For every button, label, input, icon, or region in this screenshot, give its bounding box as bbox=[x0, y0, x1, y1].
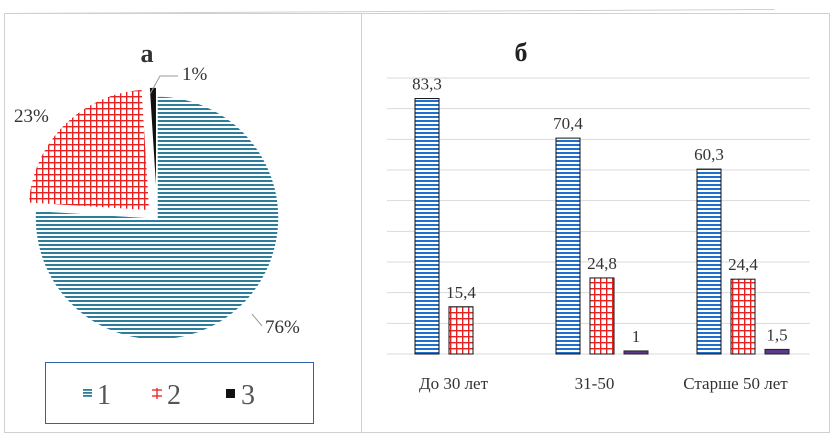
pie-legend: 1 2 3 bbox=[83, 380, 255, 411]
legend-label: 3 bbox=[241, 380, 255, 411]
bars bbox=[414, 98, 790, 355]
bar-data-label: 1,5 bbox=[766, 325, 787, 344]
pie-leader-line bbox=[251, 313, 263, 327]
x-tick-label: Старше 50 лет bbox=[683, 374, 788, 393]
pie-title: а bbox=[141, 39, 154, 68]
pie-chart: а 76% 23% 1% 1 2 3 bbox=[14, 39, 314, 424]
bar-title: б bbox=[515, 38, 528, 67]
bar-series-2 bbox=[589, 277, 615, 355]
bar-data-label: 24,8 bbox=[587, 254, 617, 273]
bar-series-1 bbox=[555, 137, 581, 355]
pie-value-label: 76% bbox=[265, 317, 300, 338]
bar-chart: б 83,3 15,4 70,4 24,8 1 60,3 24,4 1,5 До 30 лет… bbox=[387, 38, 810, 393]
bar-data-labels: 83,3 15,4 70,4 24,8 1 60,3 24,4 1,5 bbox=[412, 75, 788, 346]
legend-swatch-1 bbox=[83, 392, 92, 394]
pie-labels: 76% 23% 1% bbox=[14, 64, 300, 338]
bar-series-1 bbox=[696, 168, 722, 355]
bar-series-1 bbox=[414, 98, 440, 355]
x-tick-labels: До 30 лет 31-50 Старше 50 лет bbox=[419, 374, 788, 393]
bar-data-label: 60,3 bbox=[694, 145, 724, 164]
bar-series-2 bbox=[730, 278, 756, 355]
bar-series-3 bbox=[764, 348, 790, 355]
bar-data-label: 83,3 bbox=[412, 75, 442, 94]
legend-swatch-3 bbox=[226, 389, 235, 398]
x-tick-label: До 30 лет bbox=[419, 374, 489, 393]
pie-slice-1 bbox=[34, 95, 280, 341]
x-tick-label: 31-50 bbox=[575, 374, 615, 393]
pie-slices bbox=[27, 86, 280, 341]
legend-label: 1 bbox=[97, 380, 111, 411]
bar-series-3 bbox=[623, 350, 649, 355]
pie-slice-3 bbox=[148, 86, 158, 210]
top-frame-line bbox=[4, 9, 775, 14]
pie-leader-line bbox=[149, 75, 178, 95]
pie-value-label: 23% bbox=[14, 106, 49, 127]
bar-data-label: 70,4 bbox=[553, 114, 583, 133]
bar-data-label: 24,4 bbox=[728, 255, 758, 274]
legend-swatch-1 bbox=[83, 389, 92, 391]
pie-value-label: 1% bbox=[182, 64, 208, 85]
pie-slice-2 bbox=[27, 88, 151, 212]
legend-swatch-1 bbox=[83, 395, 92, 397]
legend-label: 2 bbox=[167, 380, 181, 411]
bar-data-label: 1 bbox=[632, 327, 641, 346]
bar-data-label: 15,4 bbox=[446, 283, 476, 302]
bar-series-2 bbox=[448, 306, 474, 355]
